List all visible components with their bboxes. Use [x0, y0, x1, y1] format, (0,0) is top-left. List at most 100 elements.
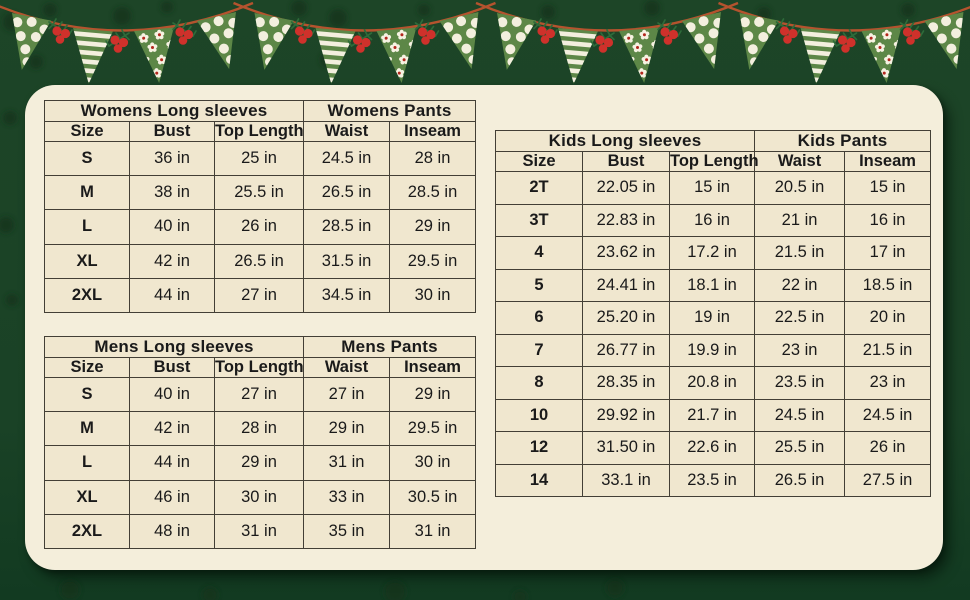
bunting-swag: [719, 3, 970, 86]
size-row: XL 46 in 30 in 33 in 30.5 in: [44, 479, 477, 515]
measurement-cell: 22.5 in: [754, 301, 846, 335]
measurement-cell: 25.5 in: [754, 431, 846, 465]
measurement-cell: 24.5 in: [303, 140, 390, 177]
column-header: Top Length: [213, 357, 305, 378]
bunting-swag: [0, 3, 253, 86]
womens-title-row: Womens Long sleeves Womens Pants: [44, 100, 477, 122]
measurement-cell: 28 in: [213, 411, 305, 447]
size-chart-card: Womens Long sleeves Womens Pants Size Bus…: [25, 85, 943, 570]
size-row: 5 24.41 in 18.1 in 22 in 18.5 in: [495, 268, 932, 302]
measurement-cell: 28.35 in: [582, 366, 670, 400]
bunting-swag: [476, 3, 738, 86]
size-row: 2T 22.05 in 15 in 20.5 in 15 in: [495, 171, 932, 205]
measurement-cell: 20.8 in: [668, 366, 756, 400]
measurement-cell: 24.5 in: [844, 398, 932, 432]
size-cell: 3T: [495, 203, 583, 237]
measurement-cell: 26.5 in: [303, 175, 390, 211]
size-cell: 4: [495, 236, 583, 270]
kids-pants-title: Kids Pants: [754, 130, 932, 152]
measurement-cell: 23.62 in: [582, 236, 670, 270]
measurement-cell: 23.5 in: [754, 366, 846, 400]
size-row: 6 25.20 in 19 in 22.5 in 20 in: [495, 301, 932, 335]
size-row: 7 26.77 in 19.9 in 23 in 21.5 in: [495, 333, 932, 367]
measurement-cell: 15 in: [668, 171, 756, 205]
measurement-cell: 30.5 in: [389, 479, 477, 515]
column-header: Top Length: [668, 151, 759, 172]
measurement-cell: 18.1 in: [668, 268, 756, 302]
measurement-cell: 38 in: [129, 175, 215, 211]
column-header: Inseam: [389, 357, 477, 378]
measurement-cell: 29 in: [213, 445, 305, 481]
measurement-cell: 17 in: [844, 236, 932, 270]
measurement-cell: 27 in: [214, 277, 304, 314]
measurement-cell: 23 in: [754, 333, 846, 367]
measurement-cell: 20 in: [844, 301, 932, 335]
measurement-cell: 22.6 in: [668, 431, 756, 465]
measurement-cell: 30 in: [213, 479, 305, 515]
column-header: Bust: [582, 151, 670, 172]
measurement-cell: 48 in: [129, 513, 215, 550]
measurement-cell: 28 in: [388, 140, 477, 177]
measurement-cell: 25.20 in: [582, 301, 670, 335]
kids-long-sleeves-title: Kids Long sleeves: [494, 130, 756, 152]
womens-table-body: S 36 in 25 in 24.5 in 28 in M 38 in 25.5 in 26.5…: [44, 140, 477, 314]
size-cell: 5: [495, 268, 583, 302]
measurement-cell: 44 in: [129, 277, 215, 314]
size-cell: 2T: [495, 171, 583, 205]
size-row: L 44 in 29 in 31 in 30 in: [44, 445, 477, 481]
column-header: Inseam: [844, 151, 932, 172]
measurement-cell: 29 in: [303, 411, 391, 447]
measurement-cell: 23 in: [844, 366, 932, 400]
measurement-cell: 24.5 in: [754, 398, 846, 432]
womens-size-table: Womens Long sleeves Womens Pants Size Bus…: [44, 100, 477, 314]
measurement-cell: 30 in: [388, 277, 477, 314]
measurement-cell: 34.5 in: [303, 277, 390, 314]
size-row: 14 33.1 in 23.5 in 26.5 in 27.5 in: [495, 463, 932, 497]
size-cell: 10: [495, 398, 583, 432]
measurement-cell: 33 in: [303, 479, 391, 515]
measurement-cell: 21.5 in: [754, 236, 846, 270]
size-cell: 6: [495, 301, 583, 335]
kids-column-header-row: Size Bust Top Length Waist Inseam: [495, 151, 932, 172]
measurement-cell: 22.83 in: [582, 203, 670, 237]
mens-title-row: Mens Long sleeves Mens Pants: [43, 336, 477, 358]
mens-size-table: Mens Long sleeves Mens Pants Size Bust Top…: [43, 336, 477, 550]
mens-long-sleeves-title: Mens Long sleeves: [43, 336, 305, 358]
womens-long-sleeves-title: Womens Long sleeves: [44, 100, 304, 122]
measurement-cell: 31 in: [389, 513, 477, 550]
measurement-cell: 16 in: [668, 203, 756, 237]
measurement-cell: 26.5 in: [214, 243, 304, 279]
size-row: M 38 in 25.5 in 26.5 in 28.5 in: [44, 175, 477, 211]
measurement-cell: 33.1 in: [582, 463, 670, 497]
size-row: 8 28.35 in 20.8 in 23.5 in 23 in: [495, 366, 932, 400]
size-row: 3T 22.83 in 16 in 21 in 16 in: [495, 203, 932, 237]
kids-table-body: 2T 22.05 in 15 in 20.5 in 15 in 3T 22.83 in 16 …: [495, 171, 932, 497]
measurement-cell: 26 in: [214, 209, 304, 245]
womens-column-header-row: Size Bust Top Length Waist Inseam: [44, 121, 477, 142]
kids-title-row: Kids Long sleeves Kids Pants: [494, 130, 932, 152]
measurement-cell: 31.50 in: [582, 431, 670, 465]
size-cell: XL: [44, 479, 130, 515]
mens-pants-title: Mens Pants: [303, 336, 477, 358]
measurement-cell: 21.5 in: [844, 333, 932, 367]
measurement-cell: 35 in: [303, 513, 391, 550]
column-header: Bust: [129, 357, 215, 378]
size-cell: S: [44, 376, 130, 413]
size-cell: 2XL: [44, 277, 130, 314]
measurement-cell: 21.7 in: [668, 398, 756, 432]
measurement-cell: 42 in: [129, 243, 215, 279]
measurement-cell: 42 in: [129, 411, 215, 447]
measurement-cell: 25 in: [214, 140, 304, 177]
measurement-cell: 46 in: [129, 479, 215, 515]
measurement-cell: 40 in: [129, 209, 215, 245]
size-cell: L: [44, 445, 130, 481]
column-header: Size: [44, 357, 130, 378]
column-header: Bust: [129, 121, 215, 142]
measurement-cell: 19.9 in: [668, 333, 756, 367]
size-cell: M: [44, 175, 130, 211]
measurement-cell: 26.77 in: [582, 333, 670, 367]
measurement-cell: 29.5 in: [389, 411, 477, 447]
measurement-cell: 22.05 in: [582, 171, 670, 205]
size-cell: 2XL: [44, 513, 130, 550]
measurement-cell: 29 in: [388, 209, 477, 245]
